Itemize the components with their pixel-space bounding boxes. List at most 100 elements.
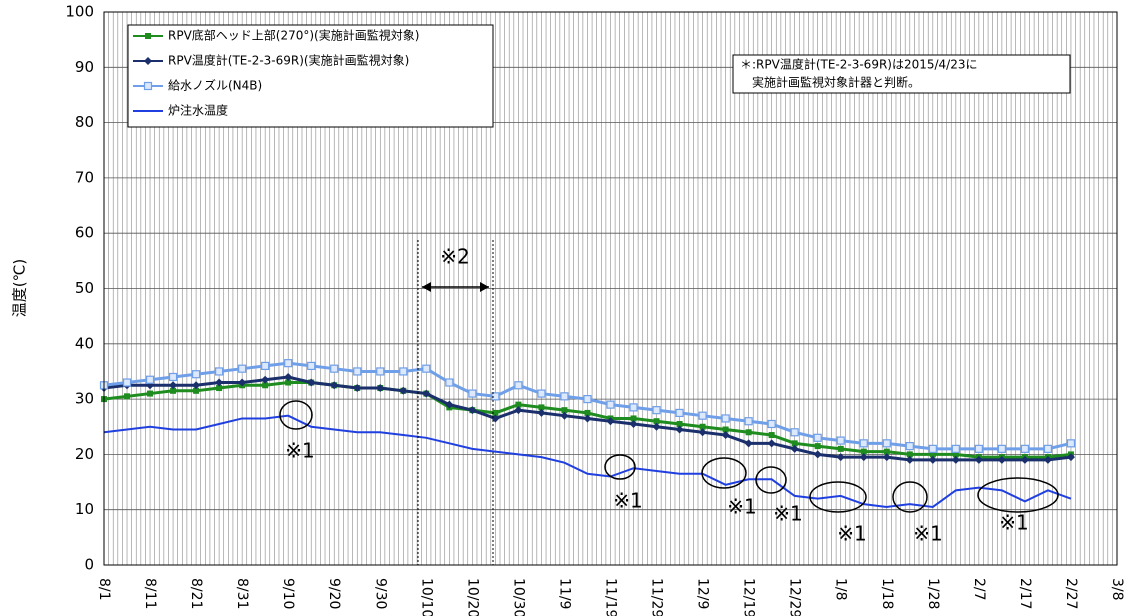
data-point xyxy=(699,423,706,430)
data-point xyxy=(261,375,270,384)
data-point xyxy=(376,367,385,376)
x-tick-label: 10/10 xyxy=(418,578,434,616)
data-point xyxy=(399,386,408,395)
annotation: ※1 xyxy=(913,522,942,546)
data-point xyxy=(537,408,546,417)
data-point xyxy=(1066,453,1075,462)
data-point xyxy=(883,448,890,455)
data-point xyxy=(836,453,845,462)
annotation: ※1 xyxy=(773,502,802,526)
y-tick-label: 90 xyxy=(75,58,94,76)
annotation-ring xyxy=(701,457,747,489)
data-point xyxy=(859,453,868,462)
legend-marker xyxy=(145,33,151,39)
data-point xyxy=(584,409,591,416)
data-point xyxy=(744,439,753,448)
data-point xyxy=(491,392,500,401)
data-point xyxy=(929,451,936,458)
x-tick-label: 12/29 xyxy=(787,578,803,616)
y-tick-label: 70 xyxy=(75,168,94,186)
x-tick-label: 9/20 xyxy=(326,578,342,609)
data-point xyxy=(652,406,661,415)
data-point xyxy=(284,372,293,381)
data-point xyxy=(1066,439,1076,448)
data-point xyxy=(1043,444,1053,453)
data-point xyxy=(170,387,177,394)
data-point xyxy=(514,381,523,390)
x-tick-label: 9/30 xyxy=(372,578,388,609)
x-tick-label: 2/17 xyxy=(1017,578,1033,609)
data-point xyxy=(192,381,201,390)
data-point xyxy=(353,367,362,376)
grid xyxy=(104,11,1117,566)
data-point xyxy=(768,432,775,439)
y-tick-label: 50 xyxy=(75,279,94,297)
data-point xyxy=(193,387,200,394)
data-point xyxy=(583,395,592,404)
data-point xyxy=(285,379,292,386)
marks xyxy=(99,359,1076,508)
data-point xyxy=(721,431,730,440)
data-point xyxy=(122,378,132,387)
data-point xyxy=(791,440,798,447)
annotation: ※1 xyxy=(285,439,314,463)
data-point xyxy=(790,428,799,437)
x-tick-label: 11/19 xyxy=(603,578,619,616)
data-point xyxy=(974,455,983,464)
data-point xyxy=(928,455,937,464)
annotation-ring xyxy=(279,400,313,430)
data-point xyxy=(515,401,522,408)
x-tick-label: 1/18 xyxy=(879,578,895,609)
data-point xyxy=(859,439,868,448)
note-line: ＊:RPV温度計(TE-2-3-69R)は2015/4/23に xyxy=(740,57,978,72)
data-point xyxy=(928,444,937,453)
data-point xyxy=(675,408,684,418)
legend-label: 炉注水温度 xyxy=(168,103,228,118)
x-tick-label: 8/21 xyxy=(188,578,204,609)
data-point xyxy=(836,436,845,445)
data-point xyxy=(722,426,729,433)
x-tick-label: 11/29 xyxy=(649,578,665,616)
data-point xyxy=(997,455,1006,464)
data-point xyxy=(905,455,914,464)
data-point xyxy=(583,414,592,423)
data-point xyxy=(675,425,684,434)
data-point xyxy=(124,393,131,400)
data-point xyxy=(951,444,960,453)
x-tick-label: 8/31 xyxy=(234,578,250,609)
x-tick-label: 10/30 xyxy=(510,578,526,616)
data-point xyxy=(238,364,247,373)
note-box xyxy=(732,54,1071,94)
data-point xyxy=(745,429,752,436)
data-point xyxy=(814,443,821,450)
data-point xyxy=(238,378,247,387)
data-point xyxy=(422,389,431,398)
data-point xyxy=(837,445,844,452)
y-tick-label: 100 xyxy=(65,3,94,21)
data-point xyxy=(813,433,822,442)
legend-label: 給水ノズル(N4B) xyxy=(168,78,262,93)
data-point xyxy=(606,400,615,409)
x-tick-label: 2/7 xyxy=(971,578,987,601)
note-line: 実施計画監視対象計器と判断。 xyxy=(752,75,920,90)
legend-label: RPV底部ヘッド上部(270°)(実施計画監視対象) xyxy=(168,28,419,43)
legend: RPV底部ヘッド上部(270°)(実施計画監視対象) RPV温度計(TE-2-3-… xyxy=(127,24,494,128)
x-tick-label: 10/20 xyxy=(464,578,480,616)
data-point xyxy=(307,378,316,387)
annotation: ※1 xyxy=(613,489,642,513)
data-point xyxy=(492,409,499,416)
data-point xyxy=(721,414,730,423)
data-point xyxy=(422,364,431,373)
y-tick-label: 30 xyxy=(75,390,94,408)
legend-label: RPV温度計(TE-2-3-69R)(実施計画監視対象) xyxy=(168,53,409,68)
x-tick-label: 8/11 xyxy=(142,578,158,609)
data-point xyxy=(261,361,270,371)
data-point xyxy=(376,384,385,393)
annotation-ring xyxy=(809,481,867,513)
data-point xyxy=(767,439,776,448)
data-point xyxy=(952,451,959,458)
annotation: ※1 xyxy=(837,522,866,546)
data-point xyxy=(216,385,223,392)
